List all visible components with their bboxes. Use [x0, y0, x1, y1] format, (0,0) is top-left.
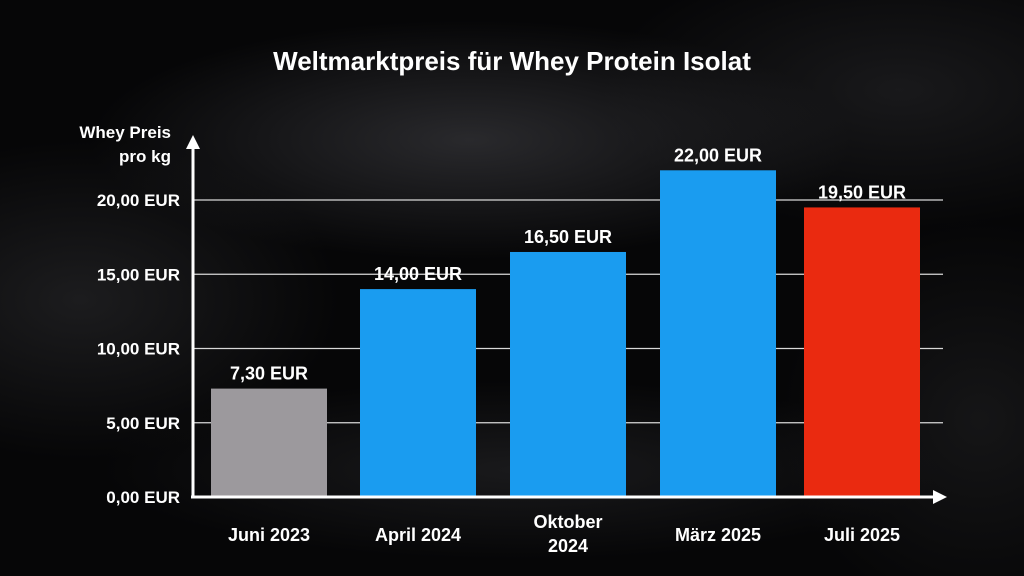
bar: [660, 170, 776, 498]
value-label: 19,50 EUR: [818, 182, 906, 202]
x-axis-arrowhead: [933, 490, 947, 504]
axes: [186, 135, 947, 504]
y-tick-label: 10,00 EUR: [97, 340, 180, 359]
x-tick-label: Oktober: [533, 512, 602, 532]
chart-title: Weltmarktpreis für Whey Protein Isolat: [273, 46, 751, 76]
y-axis-arrowhead: [186, 135, 200, 149]
value-label: 7,30 EUR: [230, 364, 308, 384]
value-label: 14,00 EUR: [374, 264, 462, 284]
bar: [211, 388, 327, 497]
bar: [510, 251, 626, 497]
y-tick-label: 20,00 EUR: [97, 191, 180, 210]
x-tick-label: 2024: [548, 536, 588, 556]
x-tick-label: Juni 2023: [228, 525, 310, 545]
y-tick-label: 15,00 EUR: [97, 265, 180, 284]
value-labels: 7,30 EUR 14,00 EUR 16,50 EUR 22,00 EUR 19,50…: [230, 145, 906, 383]
x-tick-label: März 2025: [675, 525, 761, 545]
value-label: 22,00 EUR: [674, 145, 762, 165]
x-tick-label: Juli 2025: [824, 525, 900, 545]
y-tick-labels: 0,00 EUR 5,00 EUR 10,00 EUR 15,00 EUR 20,00 …: [97, 191, 180, 507]
x-tick-labels: Juni 2023 April 2024 Oktober 2024 März 2025 J…: [228, 512, 900, 556]
bars: [211, 170, 920, 498]
y-axis-title-line-2: pro kg: [119, 147, 171, 166]
x-tick-label: April 2024: [375, 525, 461, 545]
y-tick-label: 5,00 EUR: [106, 414, 180, 433]
y-axis-title: Whey Preis pro kg: [79, 123, 171, 166]
bar: [804, 207, 920, 498]
value-label: 16,50 EUR: [524, 227, 612, 247]
y-tick-label: 0,00 EUR: [106, 488, 180, 507]
bar: [360, 289, 476, 497]
y-axis-title-line-1: Whey Preis: [79, 123, 171, 142]
